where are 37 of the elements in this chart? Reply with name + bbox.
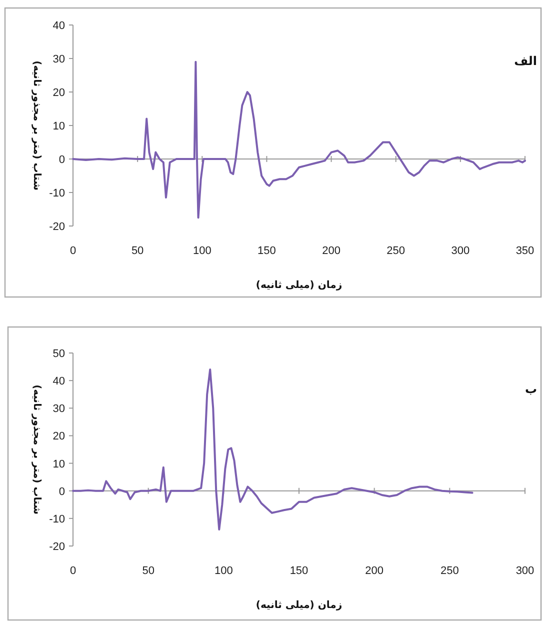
x-tick-label: 250 <box>440 565 459 577</box>
y-axis-title: شتاب (متر بر مجذور ثانیه) <box>31 60 42 191</box>
x-axis-title: زمان (میلی ثانیه) <box>256 280 342 291</box>
y-tick-label: 10 <box>52 120 65 132</box>
x-tick-label: 0 <box>70 565 76 577</box>
y-tick-label: 10 <box>52 458 65 470</box>
x-axis-title: زمان (میلی ثانیه) <box>256 600 342 611</box>
y-tick-label: 50 <box>52 348 65 360</box>
y-tick-label: 40 <box>52 20 65 32</box>
y-tick-label: 30 <box>52 54 65 66</box>
x-tick-label: 150 <box>258 245 276 257</box>
y-tick-label: 30 <box>52 403 65 416</box>
x-tick-label: 150 <box>290 565 308 577</box>
y-tick-label: 0 <box>58 486 65 498</box>
y-tick-label: 20 <box>52 87 65 99</box>
y-tick-label: -20 <box>49 541 65 553</box>
x-tick-label: 350 <box>516 245 534 257</box>
y-tick-label: -10 <box>49 188 65 200</box>
x-tick-label: 50 <box>142 565 154 577</box>
x-tick-label: 300 <box>451 245 470 257</box>
x-tick-label: 200 <box>322 245 340 257</box>
x-tick-label: 300 <box>516 565 534 577</box>
y-tick-label: -10 <box>49 513 65 526</box>
line-series <box>72 368 474 530</box>
y-axis-title: شتاب (متر بر مجذور ثانیه) <box>31 384 42 515</box>
text: ب <box>524 382 537 396</box>
x-tick-label: 0 <box>70 245 76 257</box>
text: الف <box>514 54 537 68</box>
x-tick-label: 100 <box>214 565 233 577</box>
y-tick-label: 40 <box>52 376 65 388</box>
y-tick-label: 20 <box>52 430 65 443</box>
x-tick-label: 100 <box>192 245 212 257</box>
y-tick-label: 0 <box>58 154 65 166</box>
x-tick-label: 200 <box>365 565 384 577</box>
x-tick-label: 50 <box>131 245 144 257</box>
x-tick-label: 250 <box>386 245 406 257</box>
y-tick-label: -20 <box>49 221 65 233</box>
